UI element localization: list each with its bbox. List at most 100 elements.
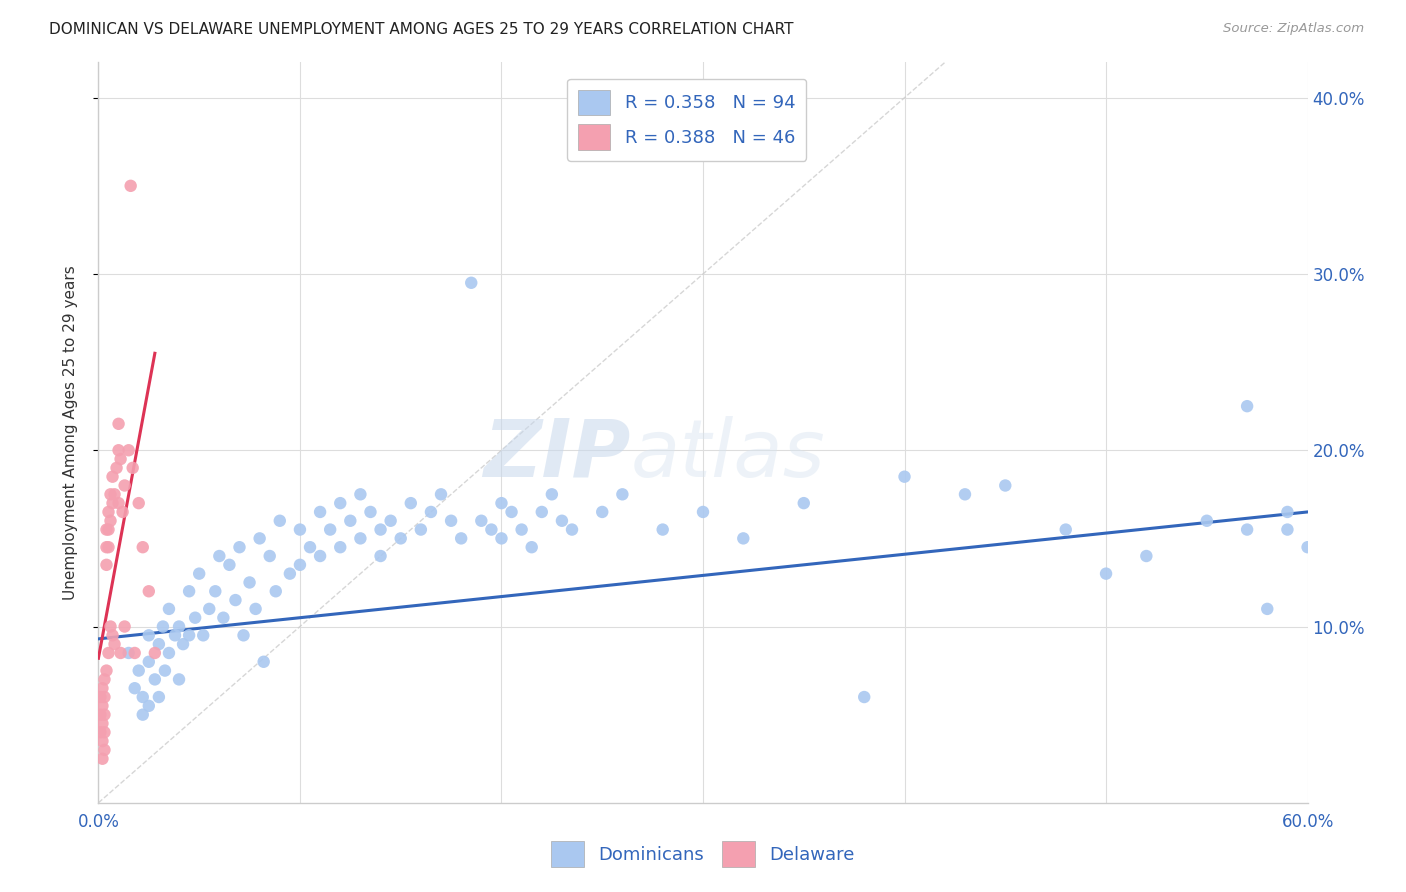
Point (1095, 566, 1118, 581)
Point (530, 505, 553, 519)
Point (124, 681, 146, 696)
Point (329, 496, 352, 510)
Point (132, 707, 155, 722)
Point (561, 523, 583, 537)
Point (124, 646, 146, 660)
Point (107, 443, 129, 458)
Point (520, 540, 543, 554)
Point (380, 514, 402, 528)
Point (163, 628, 186, 642)
Point (264, 584, 287, 599)
Point (107, 496, 129, 510)
Point (193, 628, 215, 642)
Point (103, 487, 125, 501)
Point (1236, 399, 1258, 413)
Point (793, 496, 815, 510)
Point (91, 752, 114, 766)
Point (228, 540, 250, 554)
Point (288, 558, 311, 572)
Point (89, 725, 111, 739)
Point (399, 496, 422, 510)
Point (1236, 523, 1258, 537)
Point (148, 690, 170, 704)
Point (349, 532, 371, 546)
Point (278, 566, 301, 581)
Point (994, 478, 1017, 492)
Point (118, 646, 141, 660)
Point (96, 664, 118, 678)
Point (208, 549, 231, 563)
Point (121, 461, 143, 475)
Point (101, 628, 124, 642)
Point (470, 514, 492, 528)
Legend: R = 0.358   N = 94, R = 0.388   N = 46: R = 0.358 N = 94, R = 0.388 N = 46 (567, 78, 806, 161)
Point (239, 575, 262, 590)
Point (188, 566, 211, 581)
Point (510, 523, 533, 537)
Point (128, 664, 150, 678)
Point (91, 698, 114, 713)
Point (100, 619, 122, 633)
Point (97, 646, 120, 660)
Point (460, 276, 482, 290)
Point (111, 505, 134, 519)
Point (93, 690, 115, 704)
Point (97, 505, 120, 519)
Point (450, 532, 472, 546)
Point (309, 505, 332, 519)
Point (612, 487, 634, 501)
Point (481, 523, 503, 537)
Point (1277, 505, 1299, 519)
Point (96, 523, 118, 537)
Point (138, 584, 160, 599)
Point (853, 690, 876, 704)
Point (93, 725, 115, 739)
Point (204, 584, 226, 599)
Point (1256, 602, 1278, 616)
Point (591, 505, 613, 519)
Point (651, 523, 673, 537)
Point (118, 443, 141, 458)
Point (148, 637, 170, 651)
Point (551, 514, 574, 528)
Point (138, 655, 160, 669)
Point (157, 602, 180, 616)
Point (91, 681, 114, 696)
Point (245, 602, 267, 616)
Point (153, 664, 176, 678)
Point (198, 602, 221, 616)
Point (420, 505, 443, 519)
Point (91, 734, 114, 748)
Point (97, 523, 120, 537)
Point (349, 487, 371, 501)
Point (110, 452, 132, 467)
Point (389, 532, 412, 546)
Point (184, 610, 207, 624)
Point (101, 469, 124, 483)
Text: atlas: atlas (630, 416, 825, 494)
Point (339, 514, 361, 528)
Point (370, 523, 392, 537)
Point (893, 469, 915, 483)
Point (100, 487, 122, 501)
Point (232, 628, 254, 642)
Point (143, 646, 166, 660)
Point (953, 487, 976, 501)
Point (128, 496, 150, 510)
Y-axis label: Unemployment Among Ages 25 to 29 years: Unemployment Among Ages 25 to 29 years (63, 265, 77, 600)
Point (100, 514, 122, 528)
Point (249, 532, 271, 546)
Point (97, 540, 120, 554)
Point (540, 487, 562, 501)
Point (1054, 523, 1077, 537)
Point (309, 549, 332, 563)
Point (105, 461, 128, 475)
Point (692, 505, 714, 519)
Point (107, 417, 129, 431)
Point (440, 514, 463, 528)
Point (89, 690, 111, 704)
Point (96, 558, 118, 572)
Point (101, 496, 124, 510)
Point (93, 743, 115, 757)
Point (329, 540, 352, 554)
